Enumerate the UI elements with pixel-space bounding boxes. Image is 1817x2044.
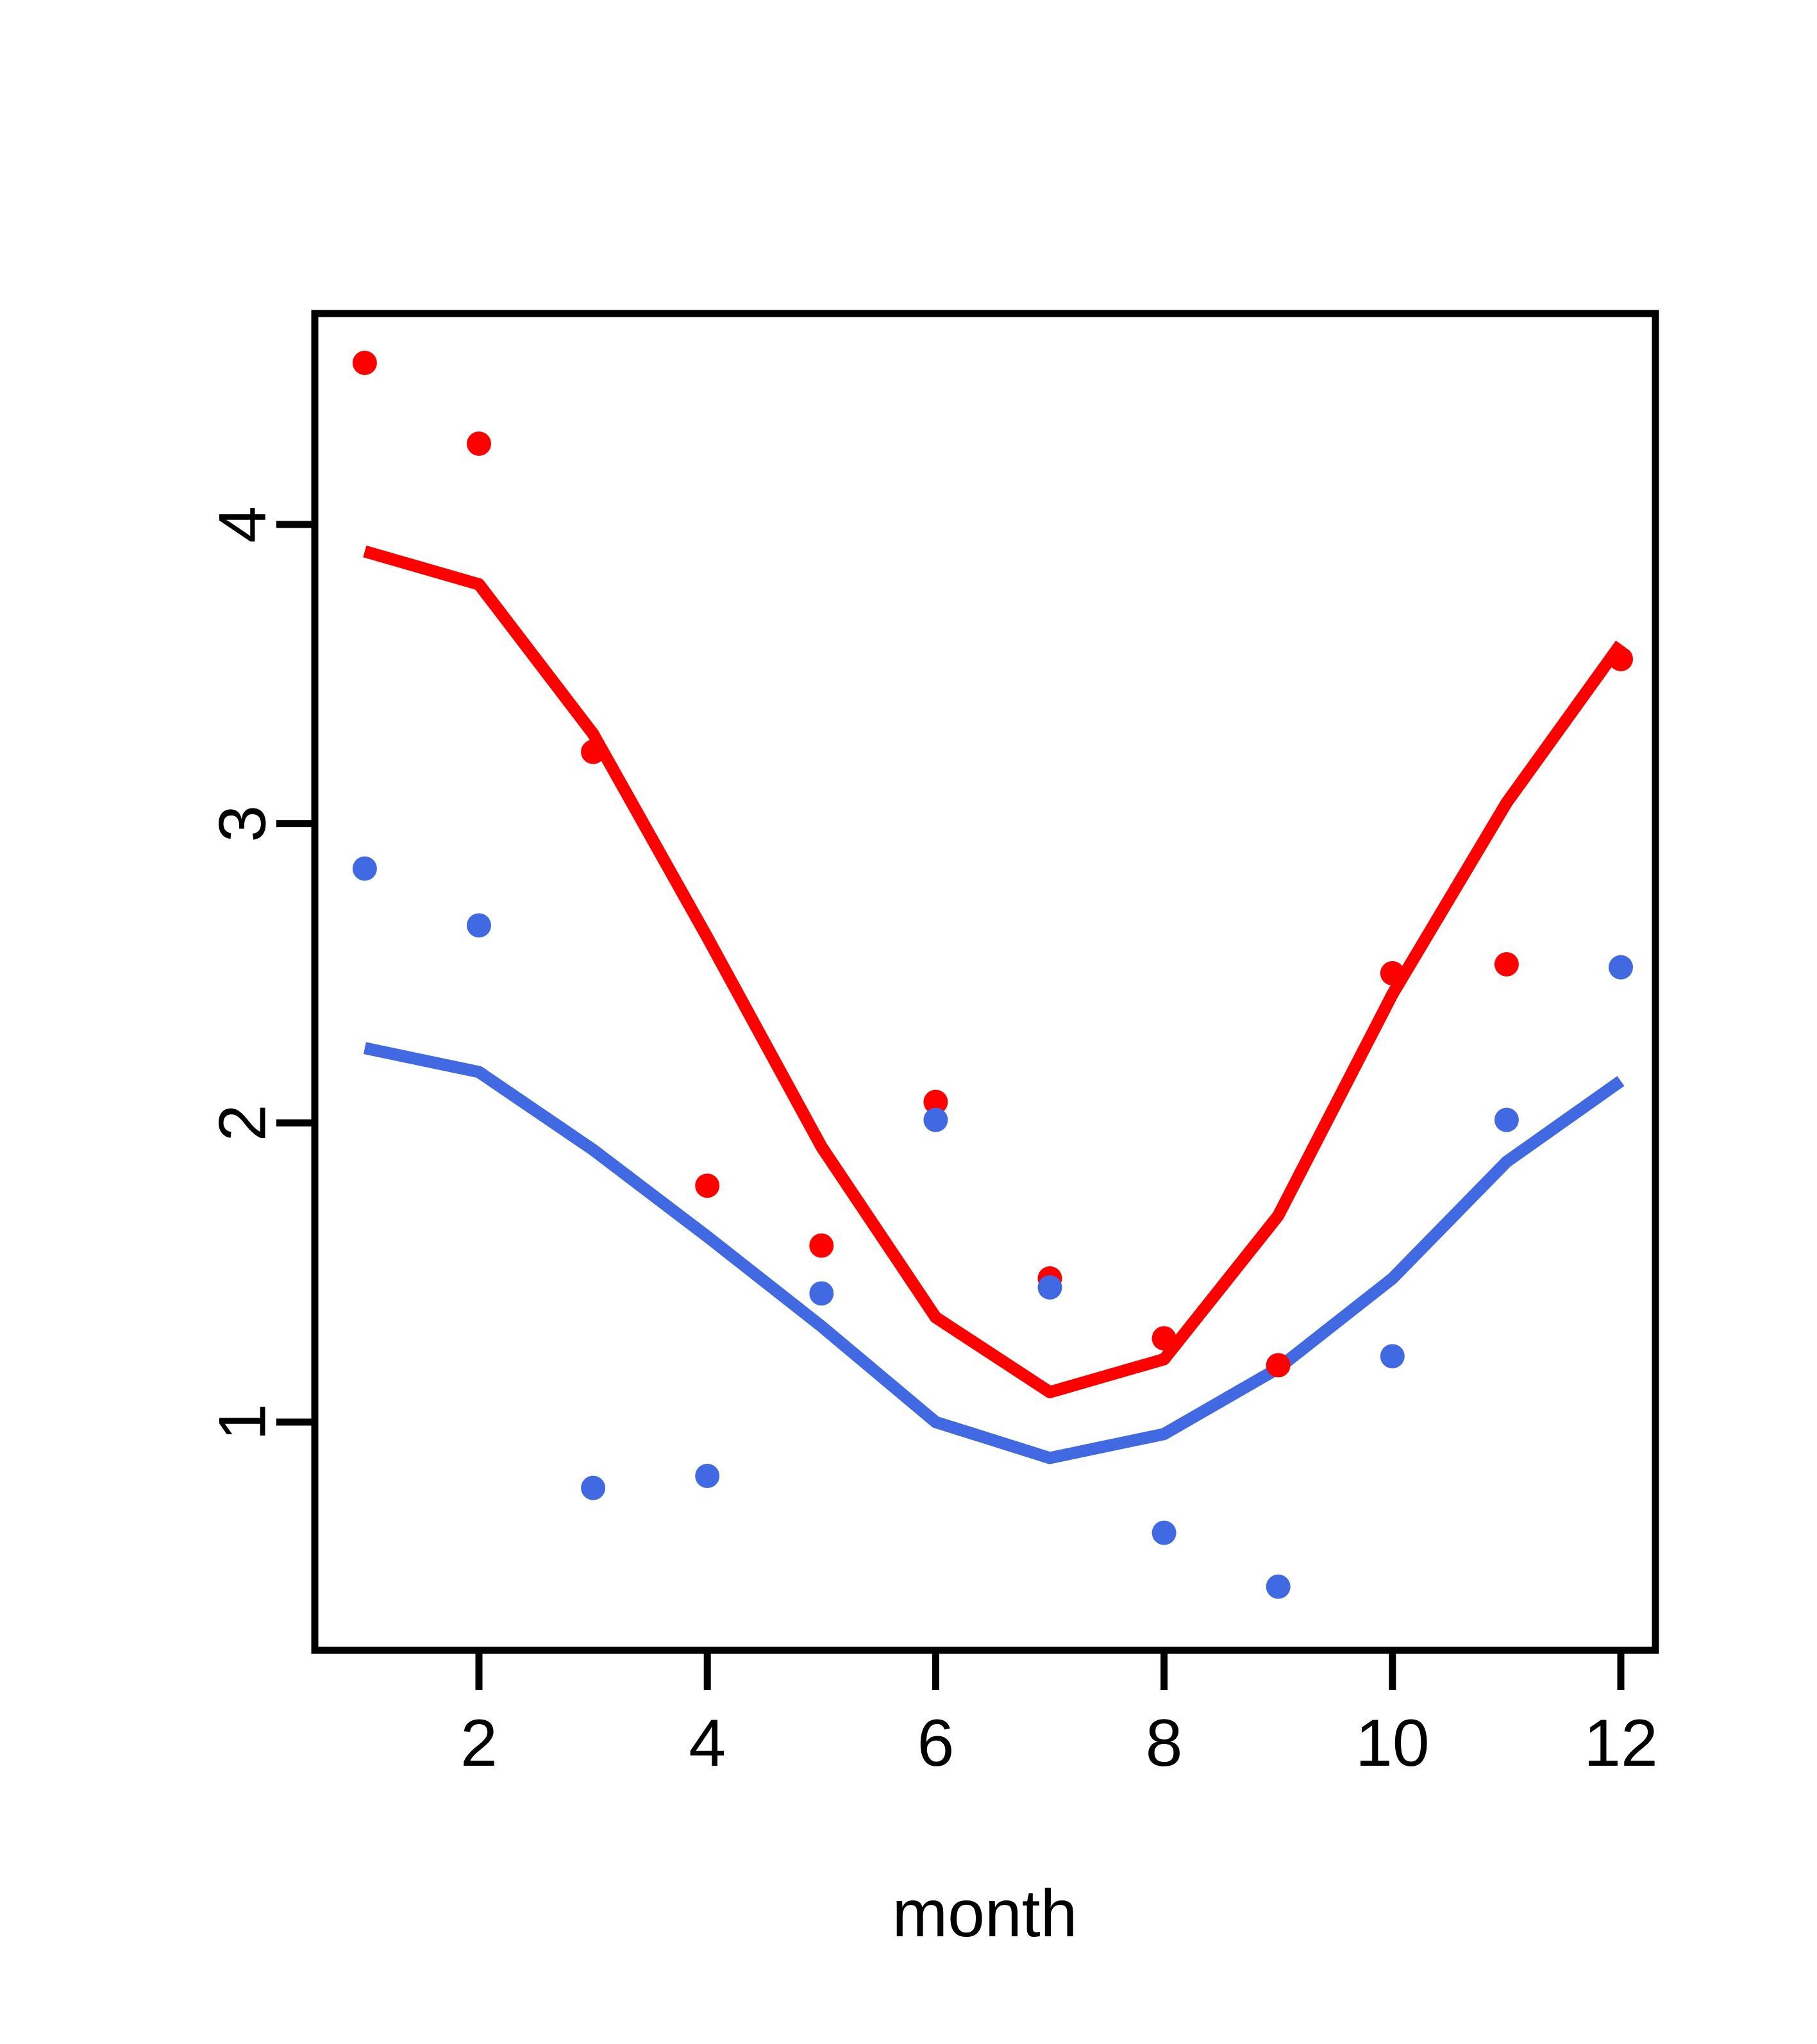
y-axis-tick-labels: 1 2 3 4	[205, 506, 280, 1441]
data-point-red-points	[352, 351, 377, 375]
x-tick-label: 2	[460, 1706, 498, 1780]
x-tick-label: 10	[1355, 1706, 1430, 1780]
x-tick-label: 6	[917, 1706, 954, 1780]
series-lines	[363, 545, 1626, 1464]
data-point-red-points	[1266, 1353, 1291, 1378]
y-tick-label: 3	[205, 805, 280, 842]
x-axis-title: month	[892, 1877, 1077, 1951]
x-axis-ticks	[475, 1650, 1625, 1690]
data-point-blue-points	[1380, 1344, 1405, 1369]
data-point-blue-points	[352, 856, 377, 881]
x-axis-tick-labels: 2 4 6 8 10 12	[460, 1706, 1658, 1780]
data-point-blue-points	[1266, 1574, 1291, 1599]
data-point-red-points	[1609, 647, 1633, 671]
series-line-blue-line	[363, 1042, 1625, 1464]
data-point-red-points	[1494, 952, 1519, 976]
y-axis-ticks	[276, 521, 315, 1426]
y-tick-label: 2	[205, 1104, 280, 1141]
x-tick-label: 12	[1584, 1706, 1658, 1780]
plot-frame	[311, 310, 1659, 1654]
data-point-red-points	[923, 1089, 948, 1114]
series-points	[352, 351, 1633, 1599]
data-point-red-points	[695, 1173, 720, 1198]
data-point-blue-points	[1609, 955, 1633, 980]
data-point-red-points	[581, 739, 606, 764]
data-point-blue-points	[1037, 1275, 1062, 1300]
data-point-red-points	[1380, 961, 1405, 985]
series-line-red-line	[363, 545, 1626, 1398]
data-point-red-points	[1151, 1326, 1176, 1351]
x-tick-label: 4	[689, 1706, 726, 1780]
data-point-blue-points	[1151, 1520, 1176, 1545]
data-point-blue-points	[581, 1475, 606, 1500]
data-point-blue-points	[467, 913, 491, 938]
data-point-blue-points	[695, 1464, 720, 1488]
data-point-red-points	[809, 1233, 834, 1258]
data-point-blue-points	[1494, 1107, 1519, 1132]
y-tick-label: 1	[205, 1403, 280, 1441]
y-tick-label: 4	[205, 506, 280, 543]
data-point-red-points	[467, 431, 491, 456]
data-point-blue-points	[923, 1107, 948, 1132]
data-point-blue-points	[809, 1281, 834, 1306]
x-tick-label: 8	[1146, 1706, 1183, 1780]
